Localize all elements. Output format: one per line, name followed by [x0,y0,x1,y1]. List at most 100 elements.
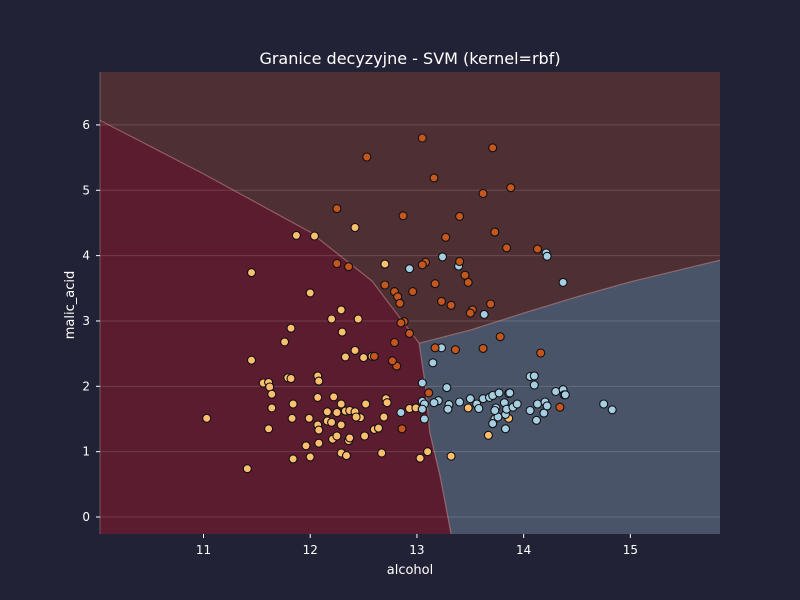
data-point-class-2 [536,348,546,358]
data-point-class-2 [478,188,488,199]
plot-area [99,72,721,535]
data-point-class-0 [246,355,257,365]
x-tick-label: 15 [623,543,638,557]
x-tick-label: 14 [516,543,531,557]
data-point-class-1 [419,414,429,424]
data-point-class-2 [332,204,342,214]
data-point-class-2 [478,343,488,353]
data-point-class-2 [450,345,460,355]
data-point-class-1 [429,398,439,408]
y-tick-label: 1 [82,445,90,459]
data-point-class-0 [242,464,252,474]
data-point-class-0 [267,403,277,413]
x-tick-label: 13 [409,543,424,557]
data-point-class-2 [404,328,415,338]
data-point-class-1 [417,404,427,414]
data-point-class-2 [417,133,427,143]
data-point-class-0 [322,407,332,417]
data-point-class-0 [288,399,298,409]
data-point-class-2 [446,300,456,310]
data-point-class-2 [532,244,543,254]
data-points [202,133,617,474]
data-point-class-0 [305,288,315,298]
data-point-class-0 [380,259,390,269]
data-point-class-0 [313,392,323,402]
data-point-class-1 [529,371,539,381]
region-class-1 [419,260,720,534]
data-point-class-0 [350,345,360,355]
data-point-class-2 [424,388,434,398]
data-point-class-2 [332,258,342,269]
data-point-class-1 [465,394,475,404]
data-point-class-0 [329,392,339,402]
data-point-class-0 [446,451,456,461]
data-point-class-0 [423,447,433,457]
data-point-class-0 [463,403,473,413]
data-point-class-1 [455,397,465,407]
data-point-class-0 [314,425,324,435]
data-point-class-0 [305,452,315,462]
data-point-class-2 [430,279,440,289]
grid-lines [100,124,720,518]
data-point-class-0 [314,438,324,448]
data-point-class-2 [502,243,512,253]
data-point-class-2 [465,308,475,318]
y-axis-ticks: 0 1 2 3 4 5 6 [82,118,100,524]
data-point-class-0 [327,314,337,324]
data-point-class-2 [430,343,440,353]
data-point-class-1 [532,399,543,409]
data-point-class-0 [483,430,493,440]
data-point-class-2 [555,402,565,412]
data-point-class-1 [560,390,570,400]
data-point-class-0 [337,327,347,337]
data-point-class-0 [341,451,352,461]
boundary-class-0-1 [418,343,452,535]
y-tick-label: 2 [82,379,90,393]
data-point-class-2 [395,298,405,308]
data-point-class-0 [286,373,296,384]
x-axis-label: alcohol [387,563,433,578]
data-point-class-2 [389,337,400,348]
data-point-class-1 [404,264,415,274]
data-point-class-2 [455,256,465,267]
data-point-class-1 [607,405,617,415]
data-point-class-1 [542,251,552,261]
data-point-class-1 [500,424,511,434]
chart-title: Granice decyzyjne - SVM (kernel=rbf) [259,49,560,68]
data-point-class-1 [474,403,484,414]
data-point-class-2 [396,318,406,328]
data-point-class-1 [437,252,448,262]
data-point-class-2 [408,287,418,297]
data-point-class-2 [495,332,505,342]
data-point-class-1 [505,388,515,398]
data-point-class-1 [443,404,453,414]
data-point-class-2 [486,299,496,309]
data-point-class-0 [345,433,355,443]
data-point-class-1 [396,407,406,418]
data-point-class-1 [599,399,609,409]
data-point-class-0 [373,423,384,433]
data-point-class-0 [351,412,361,422]
data-point-class-0 [287,413,297,423]
y-axis-label: malic_acid [63,271,78,339]
data-point-class-2 [398,211,408,221]
data-point-class-1 [488,419,498,429]
decision-regions [100,72,720,535]
data-point-class-2 [488,143,498,153]
data-point-class-0 [350,222,360,233]
y-tick-label: 0 [82,510,90,524]
data-point-class-2 [417,260,427,270]
data-point-class-0 [340,352,350,362]
data-point-class-2 [387,356,397,366]
data-point-class-0 [314,376,324,386]
x-tick-label: 12 [303,543,318,557]
decision-boundaries [99,72,721,535]
data-point-class-0 [377,448,387,458]
data-point-class-1 [479,309,489,319]
data-point-class-2 [506,183,516,193]
data-point-class-2 [397,424,407,434]
data-point-class-0 [288,454,298,464]
data-point-class-0 [336,420,346,430]
data-point-class-1 [531,415,542,425]
